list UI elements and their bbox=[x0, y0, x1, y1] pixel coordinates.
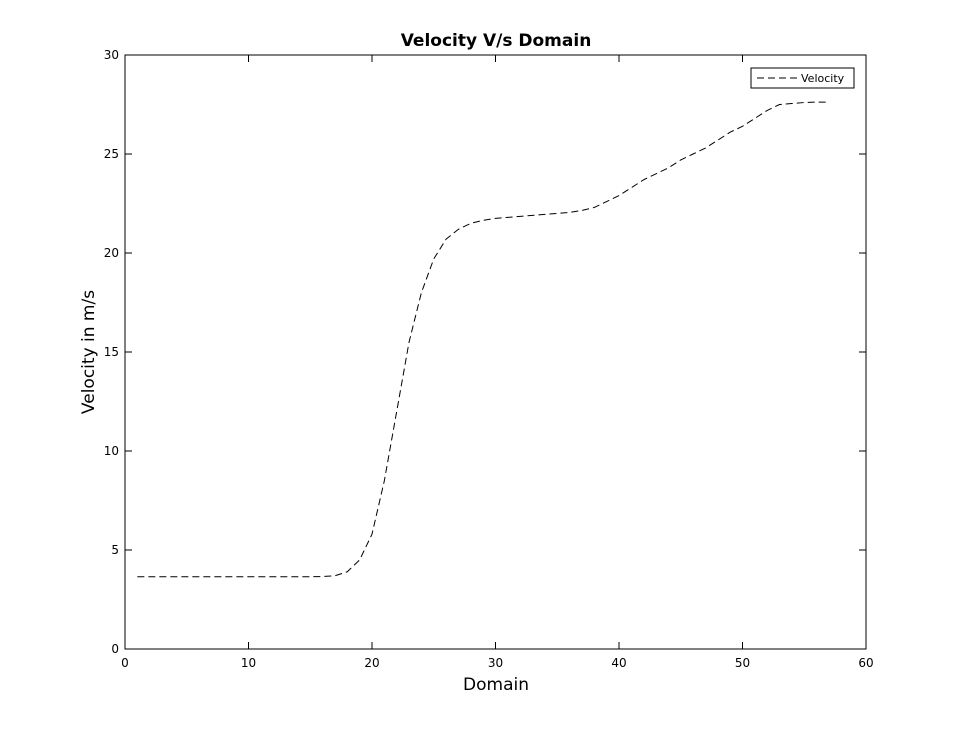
legend-box bbox=[750, 67, 855, 89]
y-axis-label: Velocity in m/s bbox=[79, 290, 99, 414]
y-tick-label: 15 bbox=[104, 345, 119, 359]
x-tick-label: 0 bbox=[121, 656, 129, 670]
x-tick-label: 40 bbox=[611, 656, 626, 670]
y-tick-label: 0 bbox=[111, 642, 119, 656]
x-tick-label: 60 bbox=[858, 656, 873, 670]
y-tick-label: 10 bbox=[104, 444, 119, 458]
x-axis-ticks: 0 10 20 30 40 50 60 bbox=[121, 55, 874, 670]
series-group bbox=[137, 101, 829, 578]
y-axis-ticks: 0 5 10 15 20 25 30 bbox=[104, 48, 866, 656]
legend: Velocity bbox=[750, 67, 855, 89]
plot-area bbox=[124, 54, 867, 650]
x-axis-label: Domain bbox=[463, 675, 529, 695]
y-tick-label: 30 bbox=[104, 48, 119, 62]
x-tick-label: 20 bbox=[364, 656, 379, 670]
series-line-velocity bbox=[137, 101, 829, 578]
y-tick-label: 20 bbox=[104, 246, 119, 260]
x-tick-label: 10 bbox=[241, 656, 256, 670]
y-tick-label: 25 bbox=[104, 147, 119, 161]
x-tick-label: 30 bbox=[488, 656, 503, 670]
x-tick-label: 50 bbox=[735, 656, 750, 670]
chart-title: Velocity V/s Domain bbox=[401, 31, 592, 51]
legend-label-velocity: Velocity bbox=[801, 72, 845, 85]
y-tick-label: 5 bbox=[111, 543, 119, 557]
